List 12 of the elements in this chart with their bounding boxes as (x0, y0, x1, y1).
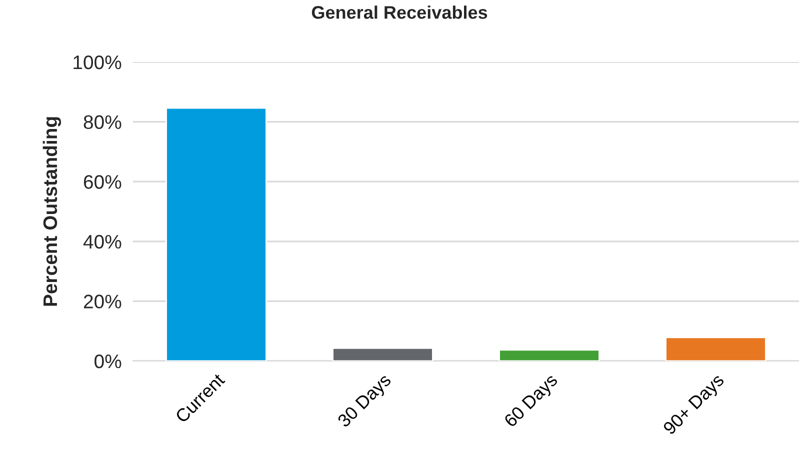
y-tick-label: 40% (83, 234, 122, 249)
bar (498, 349, 600, 361)
y-tick-label: 0% (94, 354, 122, 368)
y-tick-label: 60% (84, 175, 122, 189)
bar (332, 347, 434, 361)
y-axis-title: Percent Outstanding (42, 117, 62, 306)
y-tick-label: 100% (74, 55, 122, 70)
y-tick-label: 80% (84, 115, 122, 130)
bar (166, 107, 267, 361)
chart-title: General Receivables (312, 6, 488, 19)
y-tick-label: 20% (84, 294, 122, 308)
bar (665, 336, 766, 361)
